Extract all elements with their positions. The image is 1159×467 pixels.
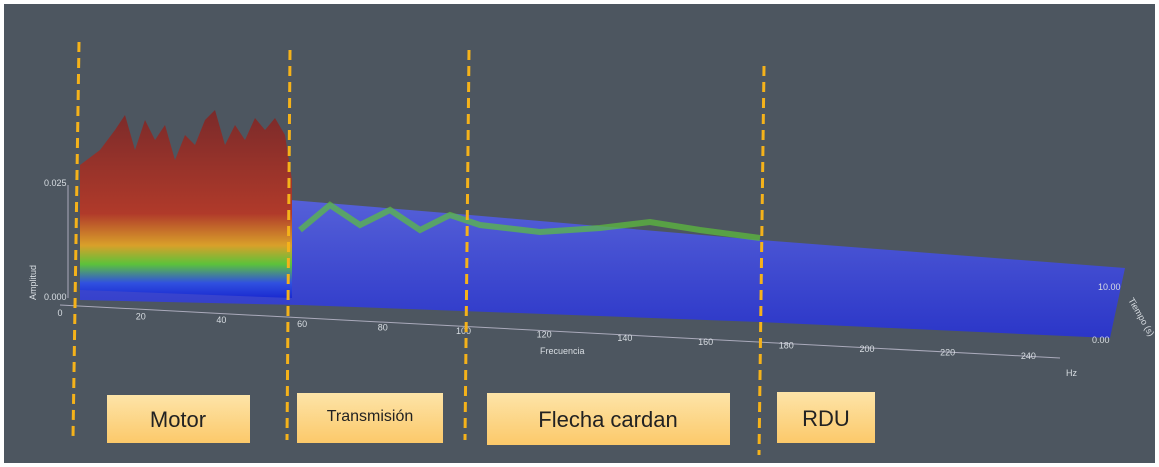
x-tick-label: 60 [297,319,307,329]
screenshot: Amplitud 0.025 0.000 Frecuencia Hz Tiemp… [0,0,1159,467]
y-axis-label: Amplitud [28,265,38,300]
x-tick-label: 40 [216,315,226,325]
x-tick-label: 100 [456,326,471,336]
x-tick-label: 160 [698,337,713,347]
page: Amplitud 0.025 0.000 Frecuencia Hz Tiemp… [0,0,1159,467]
region-label: Motor [150,407,206,432]
x-unit: Hz [1066,368,1077,378]
x-tick-label: 180 [779,340,794,350]
surface-peaks [80,110,292,298]
z-tick-label: 10.00 [1098,282,1121,292]
z-tick-label: 0.00 [1092,335,1110,345]
region-label: Transmisión [327,408,414,425]
x-tick-label: 200 [859,344,874,354]
x-tick-label: 20 [136,312,146,322]
x-tick-label: 220 [940,348,955,358]
region-label: RDU [802,406,850,431]
x-tick-label: 140 [617,333,632,343]
x-tick-label: 80 [378,322,388,332]
x-tick-label: 240 [1021,351,1036,361]
x-tick-label: 120 [537,330,552,340]
x-tick-label: 0 [57,308,62,318]
y-tick-label: 0.000 [44,292,67,302]
region-label: Flecha cardan [538,407,677,432]
y-tick-label: 0.025 [44,178,67,188]
x-axis-label: Frecuencia [540,346,585,356]
